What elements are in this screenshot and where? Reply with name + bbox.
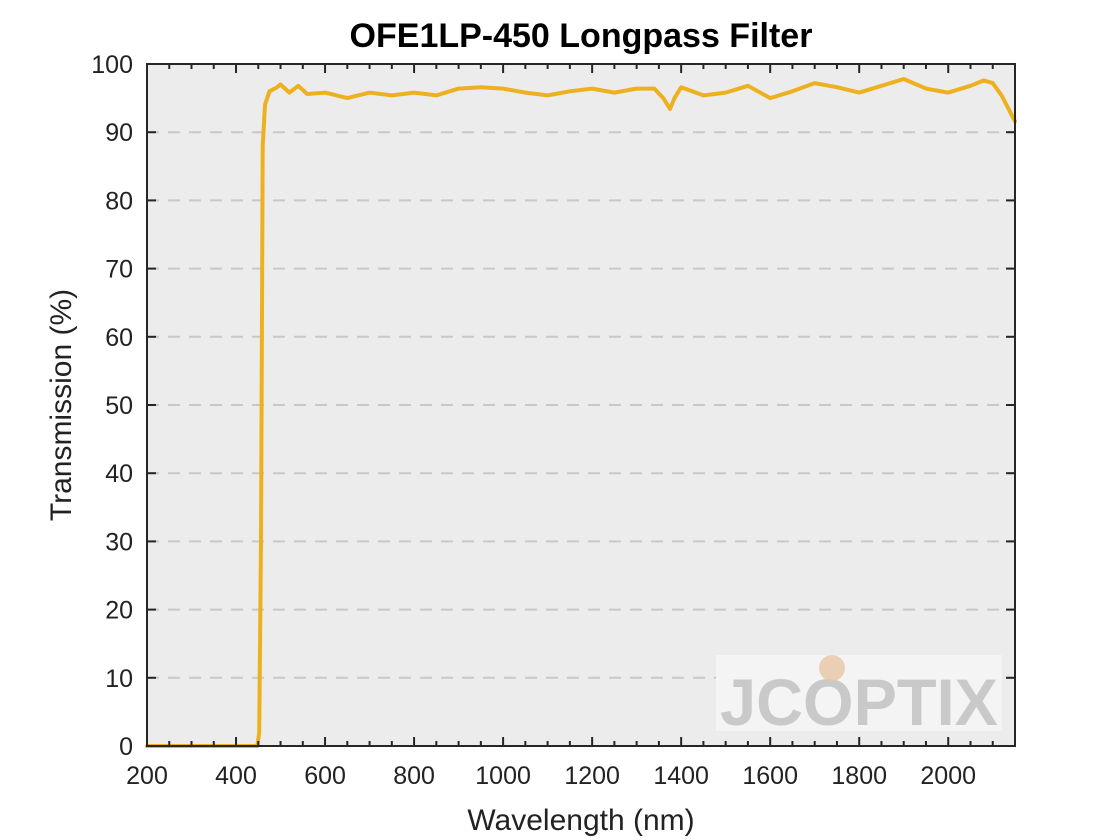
y-tick-label: 0 bbox=[119, 733, 133, 761]
y-tick-label: 40 bbox=[105, 460, 133, 488]
x-axis-label: Wavelength (nm) bbox=[467, 804, 694, 837]
y-tick-label: 80 bbox=[105, 187, 133, 215]
x-tick-label: 2000 bbox=[920, 762, 976, 790]
series-line-1 bbox=[145, 77, 1017, 748]
jcoptix-watermark: JCOPTIX bbox=[716, 655, 1002, 739]
x-tick-label: 1000 bbox=[475, 762, 531, 790]
x-tick-label: 600 bbox=[304, 762, 346, 790]
y-tick-label: 10 bbox=[105, 665, 133, 693]
y-tick-label: 60 bbox=[105, 324, 133, 352]
y-tick-labels: 0 10 20 30 40 50 60 70 80 90 100 bbox=[91, 51, 133, 761]
y-tick-label: 100 bbox=[91, 51, 133, 79]
y-axis-label: Transmission (%) bbox=[45, 289, 78, 521]
x-tick-label: 1800 bbox=[831, 762, 887, 790]
y-tick-label: 50 bbox=[105, 392, 133, 420]
x-tick-label: 200 bbox=[126, 762, 168, 790]
x-tick-label: 400 bbox=[215, 762, 257, 790]
series-layer bbox=[145, 77, 1017, 748]
x-tick-label: 1400 bbox=[653, 762, 709, 790]
tick-marks bbox=[146, 63, 1016, 747]
y-tick-label: 20 bbox=[105, 597, 133, 625]
watermark-accent bbox=[819, 655, 845, 681]
watermark-backdrop bbox=[716, 655, 1002, 731]
watermark-logo: JCOPTIX bbox=[720, 665, 998, 739]
x-tick-label: 800 bbox=[393, 762, 435, 790]
y-tick-label: 70 bbox=[105, 256, 133, 284]
x-tick-label: 1600 bbox=[742, 762, 798, 790]
x-tick-label: 1200 bbox=[564, 762, 620, 790]
x-tick-labels: 200 400 600 800 1000 1200 1400 1600 1800 2000 bbox=[126, 762, 976, 790]
chart-title: OFE1LP-450 Longpass Filter bbox=[350, 17, 813, 55]
y-tick-label: 30 bbox=[105, 528, 133, 556]
y-tick-label: 90 bbox=[105, 119, 133, 147]
